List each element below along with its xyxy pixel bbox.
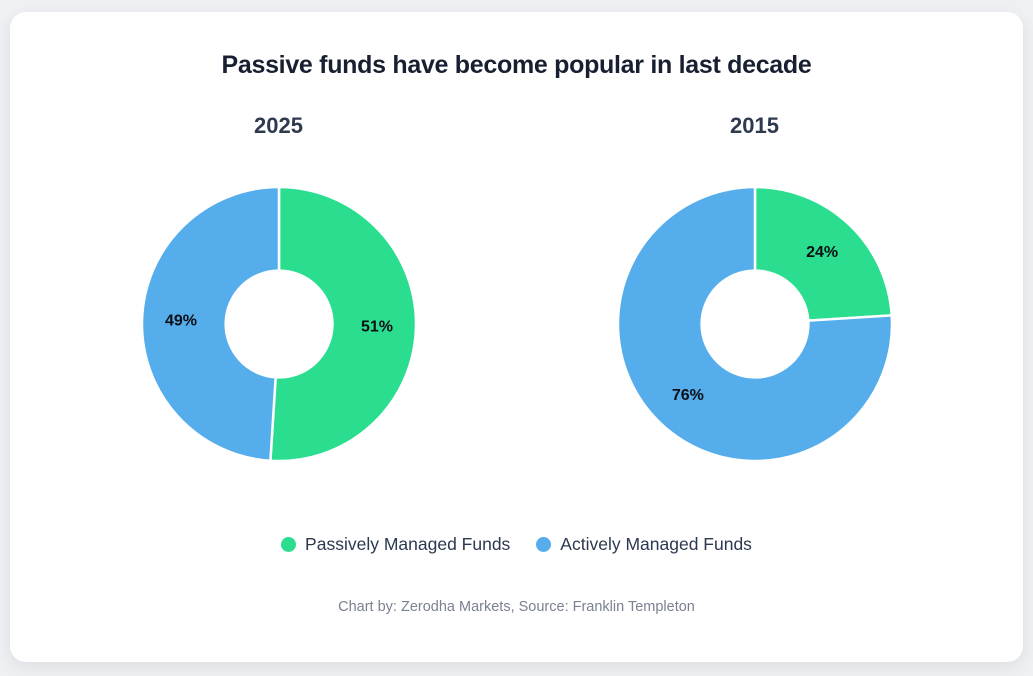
chart-card: Passive funds have become popular in las… — [10, 12, 1023, 662]
donut-chart-2015: 24% 76% — [616, 185, 893, 463]
donut-chart-2025: 51% 49% — [140, 185, 417, 463]
legend-item-passively-managed[interactable]: Passively Managed Funds — [281, 534, 510, 555]
donut-2025-subtitle: 2025 — [254, 113, 303, 138]
passive-legend-dot-icon — [281, 537, 297, 552]
donut-slice-actively-managed-funds[interactable] — [140, 185, 280, 463]
slice-value-label: 24% — [806, 244, 838, 261]
donut-slice-passively-managed-funds[interactable] — [268, 185, 417, 463]
credit-text: Chart by: Zerodha Markets, Source: Frank… — [338, 599, 695, 615]
legend-label-active: Actively Managed Funds — [560, 534, 752, 554]
donut-slice-passively-managed-funds[interactable] — [753, 185, 893, 322]
charts-row: 2025 51% 49% 2015 24% 76% — [10, 112, 1023, 464]
donut-2015-subtitle: 2015 — [730, 113, 779, 138]
legend-item-actively-managed[interactable]: Actively Managed Funds — [536, 534, 752, 555]
slice-value-label: 51% — [360, 319, 392, 336]
donut-column-2015: 2015 24% 76% — [517, 112, 993, 464]
slice-value-label: 49% — [164, 312, 196, 329]
donut-column-2025: 2025 51% 49% — [41, 112, 517, 464]
chart-legend: Passively Managed Funds Actively Managed… — [10, 534, 1023, 555]
legend-label-passive: Passively Managed Funds — [305, 534, 511, 554]
slice-value-label: 76% — [671, 387, 703, 404]
donut-slice-actively-managed-funds[interactable] — [616, 185, 893, 463]
chart-title: Passive funds have become popular in las… — [221, 51, 812, 79]
active-legend-dot-icon — [536, 537, 552, 552]
